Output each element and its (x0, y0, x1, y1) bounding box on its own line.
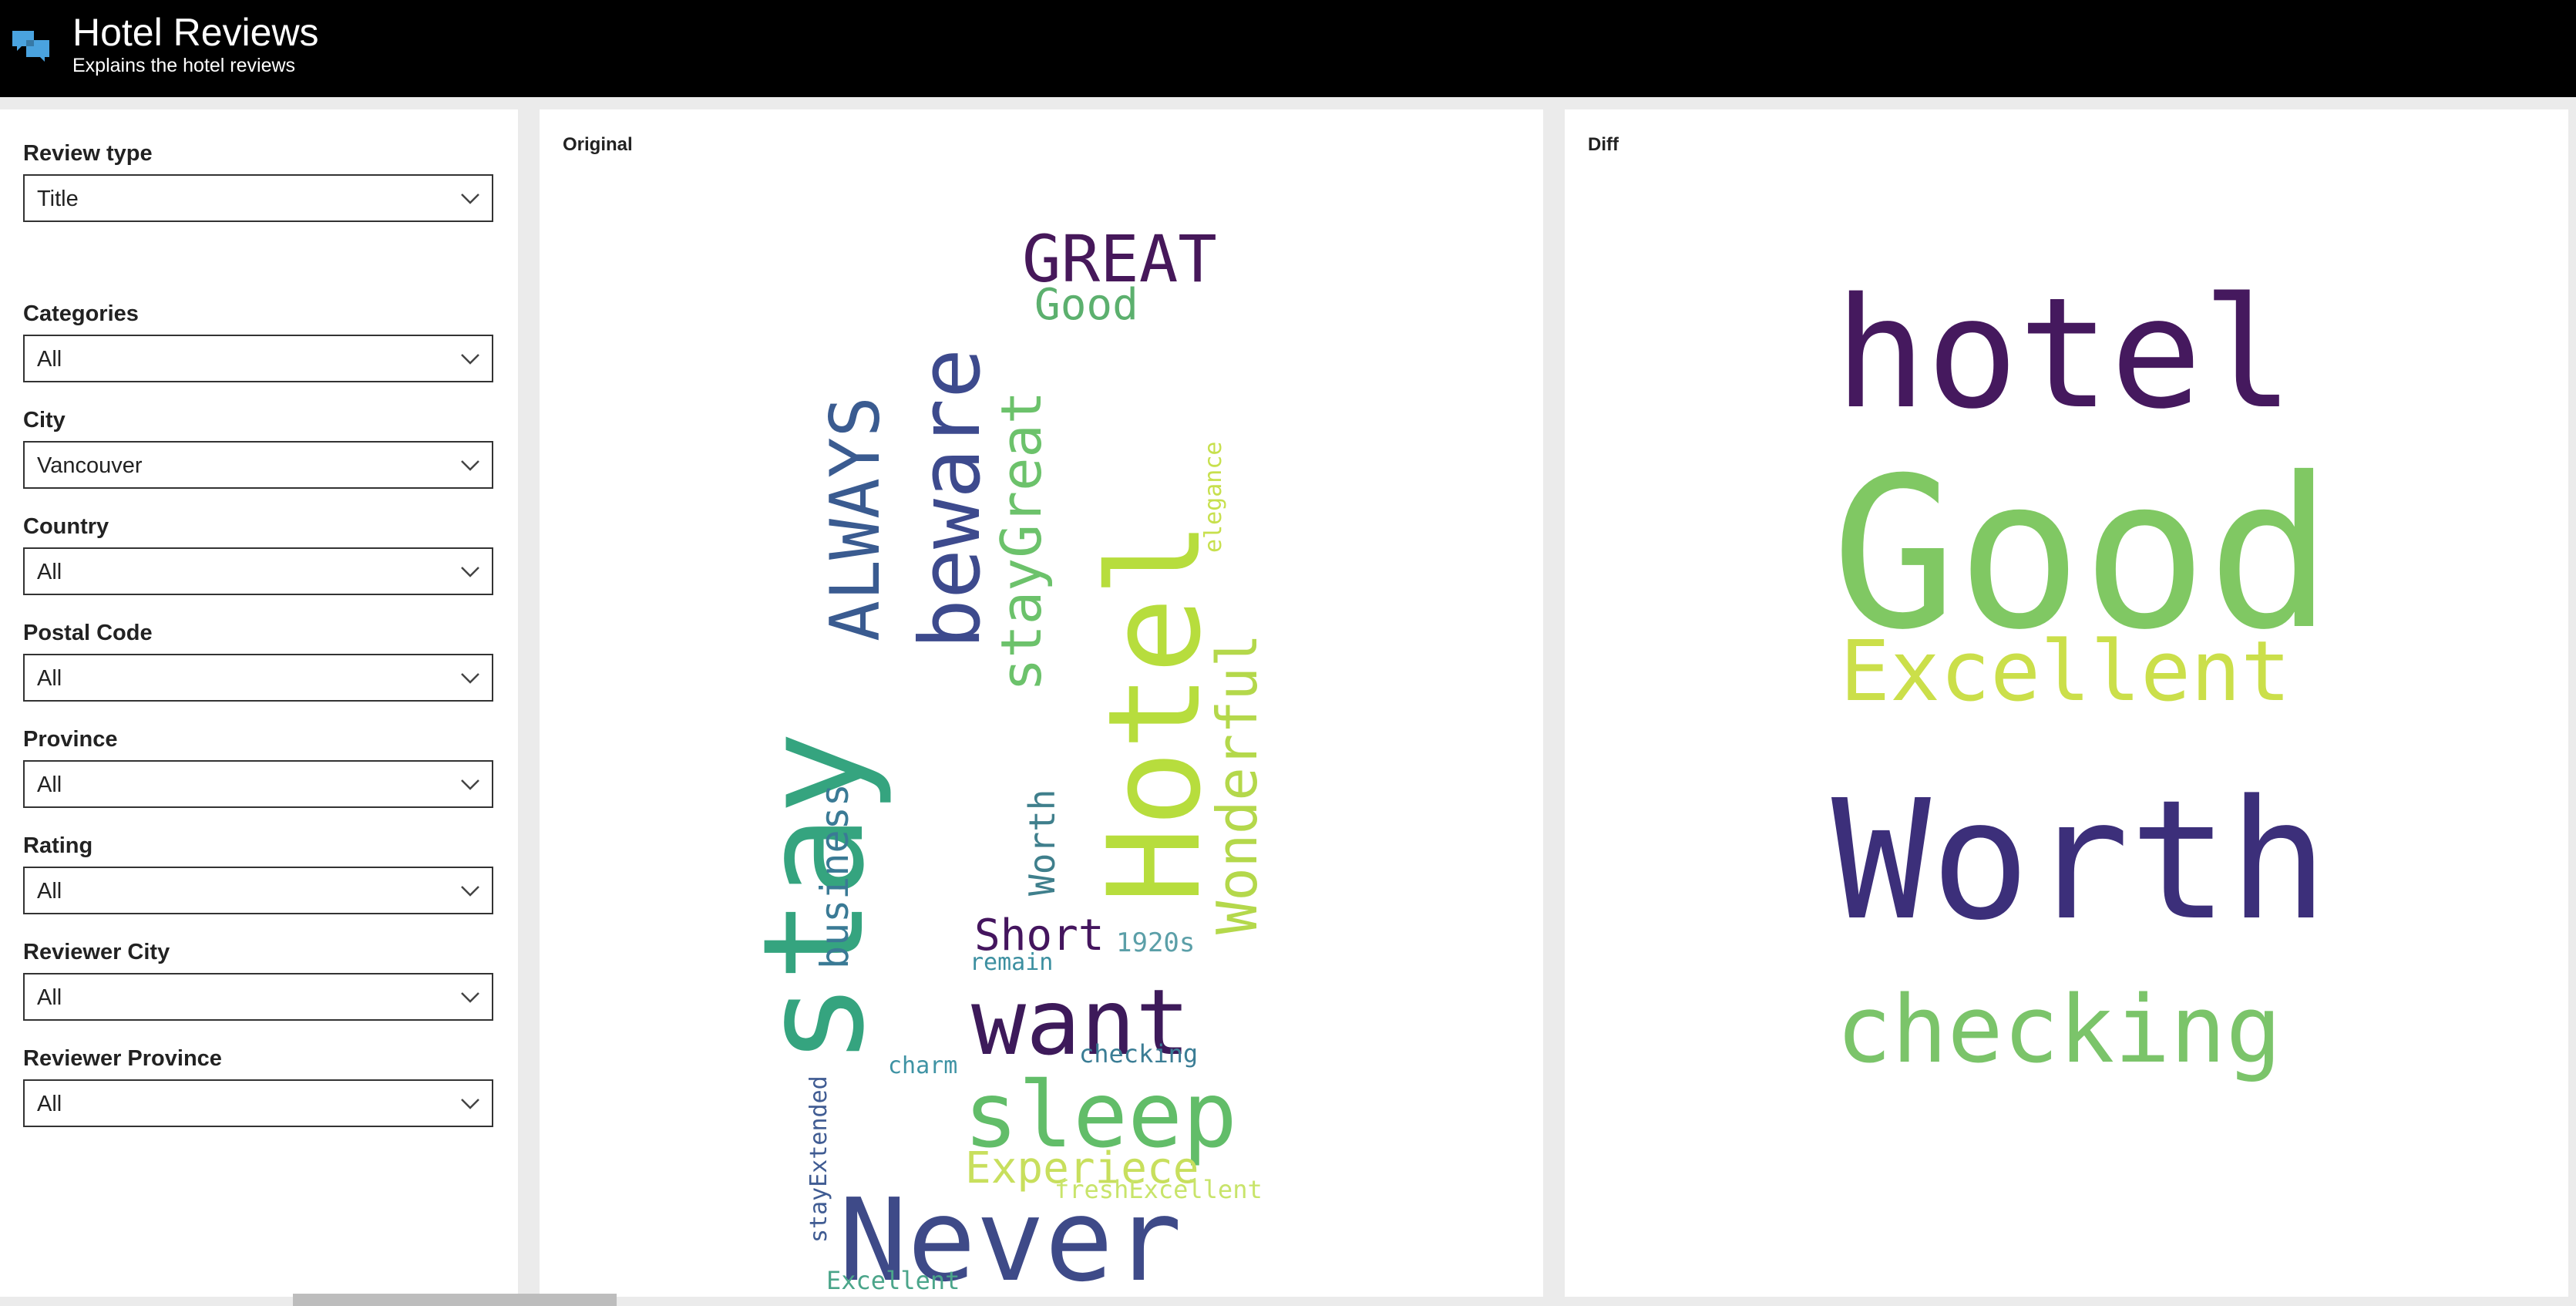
word-good: Good (1034, 280, 1138, 330)
filter-sidebar: Review type Title Filters Categories All… (0, 109, 518, 1297)
word-excellent-diff: Excellent (1840, 624, 2291, 720)
word-elegance: elegance (1200, 442, 1227, 554)
reviewer-province-value: All (37, 1092, 62, 1116)
province-select[interactable]: All (23, 760, 493, 808)
word-wonderful: Wonderful (1205, 634, 1270, 934)
chevron-down-icon (461, 886, 479, 897)
original-panel: Original stay Hotel beware ALWAYS GREAT … (540, 109, 1543, 1297)
word-stayextended: stayExtended (805, 1075, 832, 1243)
word-business: business (812, 783, 857, 969)
reviewer-province-select[interactable]: All (23, 1079, 493, 1127)
word-stay: stay (734, 732, 895, 1065)
filter-label-country: Country (23, 514, 109, 539)
app-title: Hotel Reviews (72, 11, 319, 54)
word-remain: remain (970, 949, 1053, 976)
categories-select[interactable]: All (23, 335, 493, 382)
filter-label-postal-code: Postal Code (23, 621, 153, 645)
country-select[interactable]: All (23, 547, 493, 595)
word-never: Never (839, 1174, 1182, 1297)
word-worth: Worth (1021, 789, 1063, 896)
original-word-cloud: stay Hotel beware ALWAYS GREAT Good stay… (734, 221, 1270, 1297)
original-panel-title: Original (563, 134, 633, 155)
diff-panel-title: Diff (1588, 134, 1619, 155)
word-experiece: Experiece (965, 1143, 1199, 1193)
word-sleep: sleep (963, 1062, 1237, 1168)
word-beware: beware (903, 348, 999, 649)
chevron-down-icon (461, 1099, 479, 1109)
country-value: All (37, 560, 62, 584)
chevron-down-icon (461, 673, 479, 684)
city-value: Vancouver (37, 453, 143, 478)
word-hotel-diff: hotel (1834, 264, 2294, 443)
word-excellent: Excellent (826, 1266, 960, 1295)
scroll-shadow (293, 1294, 617, 1306)
app-header: Hotel Reviews Explains the hotel reviews (0, 0, 2576, 97)
word-want: want (971, 969, 1190, 1075)
word-freshexcellent: freshExcellent (1054, 1175, 1263, 1204)
filter-label-categories: Categories (23, 301, 139, 326)
word-charm: charm (888, 1052, 957, 1079)
word-worth-diff: Worth (1831, 765, 2328, 957)
rating-value: All (37, 879, 62, 904)
postal-code-select[interactable]: All (23, 654, 493, 702)
filter-label-reviewer-city: Reviewer City (23, 940, 170, 964)
province-value: All (37, 772, 62, 797)
rating-select[interactable]: All (23, 867, 493, 914)
reviewer-city-select[interactable]: All (23, 973, 493, 1021)
diff-word-cloud: hotel Good Excellent Worth checking (1831, 264, 2332, 1084)
word-1920s: 1920s (1116, 927, 1195, 958)
word-checking: checking (1079, 1039, 1198, 1069)
chevron-down-icon (461, 354, 479, 365)
word-good-diff: Good (1831, 433, 2332, 675)
word-checking-diff: checking (1836, 977, 2282, 1084)
chevron-down-icon (461, 779, 479, 790)
word-short: Short (974, 910, 1105, 961)
postal-code-value: All (37, 666, 62, 691)
chevron-down-icon (461, 460, 479, 471)
city-select[interactable]: Vancouver (23, 441, 493, 489)
filter-label-province: Province (23, 727, 118, 752)
review-type-select[interactable]: Title (23, 174, 493, 222)
chat-bubbles-icon (12, 31, 49, 62)
chevron-down-icon (461, 992, 479, 1003)
reviewer-city-value: All (37, 985, 62, 1010)
review-type-value: Title (37, 187, 79, 211)
filter-label-reviewer-province: Reviewer Province (23, 1046, 222, 1071)
filter-label-rating: Rating (23, 833, 93, 858)
word-always: ALWAYS (816, 396, 895, 641)
chevron-down-icon (461, 567, 479, 577)
filter-label-city: City (23, 408, 66, 433)
chevron-down-icon (461, 194, 479, 204)
word-hotel: Hotel (1081, 520, 1229, 904)
app-subtitle: Explains the hotel reviews (72, 55, 296, 76)
review-type-label: Review type (23, 141, 153, 166)
diff-panel: Diff hotel Good Excellent Worth checking (1565, 109, 2568, 1297)
categories-value: All (37, 347, 62, 372)
word-staygreat: stayGreat (989, 391, 1054, 692)
word-great: GREAT (1022, 221, 1217, 297)
